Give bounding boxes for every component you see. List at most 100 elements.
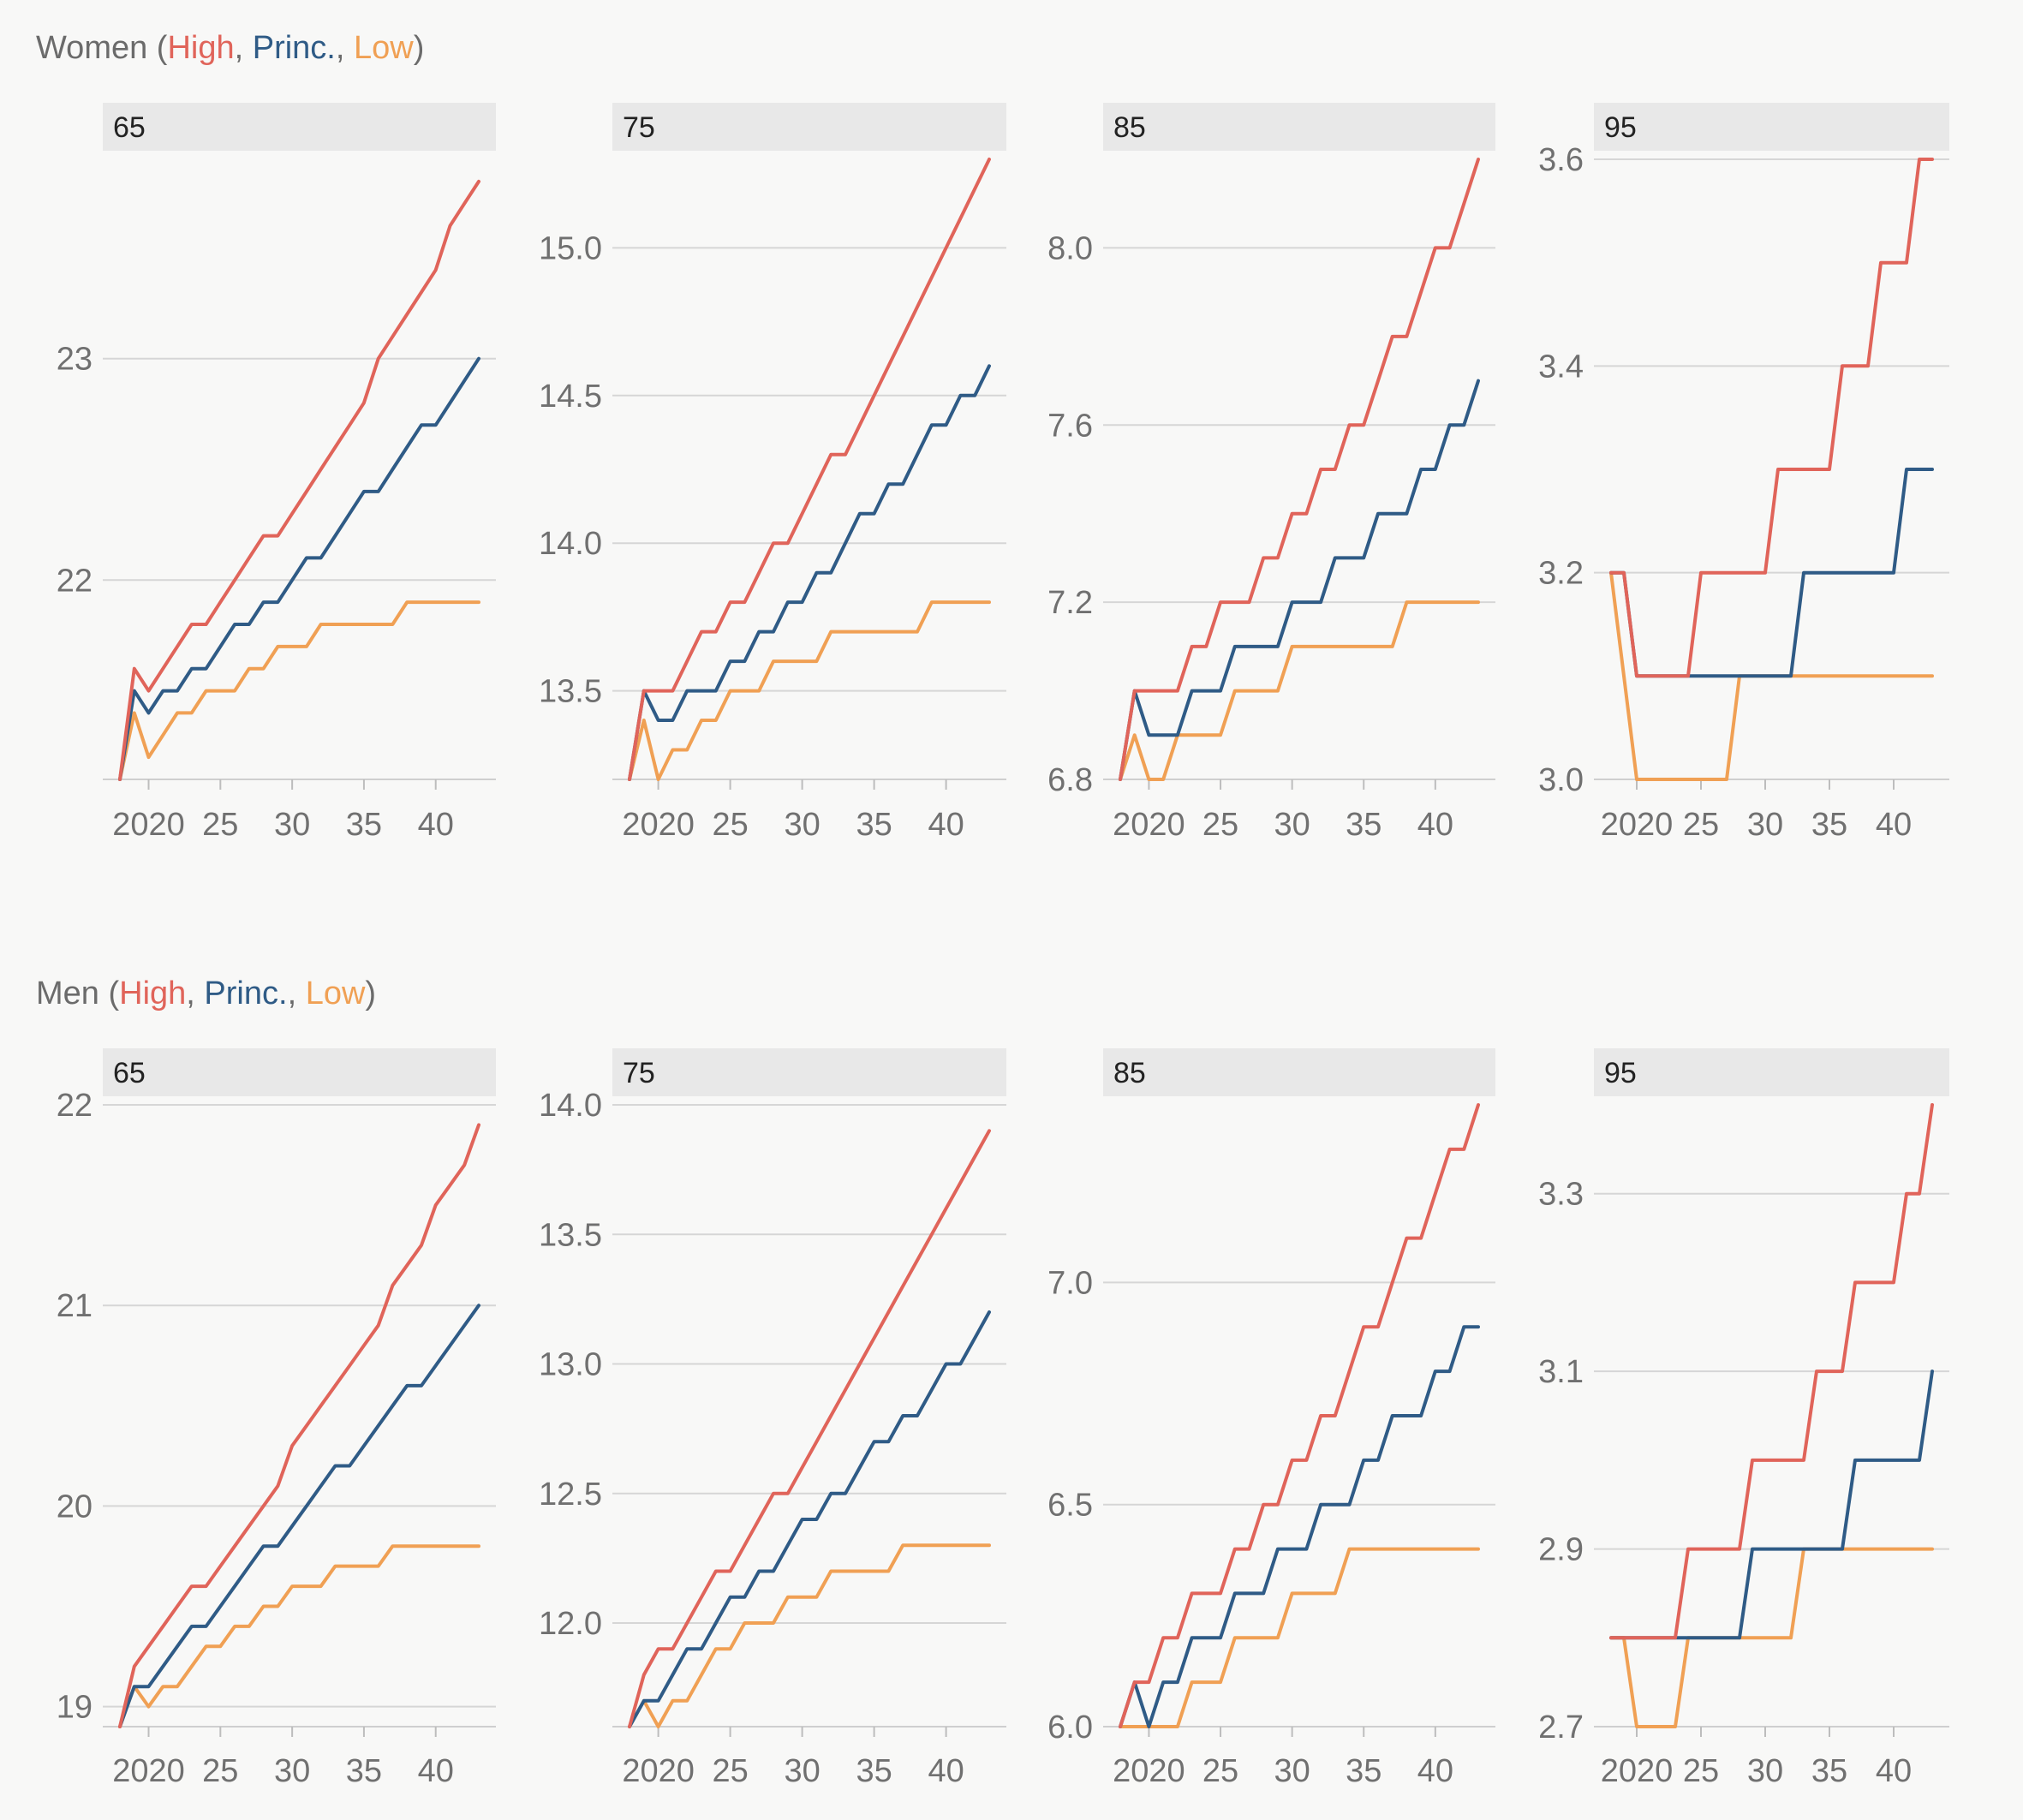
series-line-low xyxy=(1119,1547,1480,1728)
panel-strip-label: 75 xyxy=(623,111,655,144)
series-line-low xyxy=(118,600,480,781)
x-tick-label: 25 xyxy=(202,807,238,843)
series-line-principal xyxy=(1119,1325,1480,1728)
group-title-part: High xyxy=(167,30,234,66)
x-tick-label: 30 xyxy=(1747,807,1783,843)
x-tick-label: 2020 xyxy=(112,1753,185,1789)
x-tick-label: 25 xyxy=(712,1753,748,1789)
series-line-high xyxy=(1119,1103,1480,1728)
series-line-high xyxy=(118,1123,480,1728)
x-tick-label: 2020 xyxy=(112,807,185,843)
y-tick-label: 20 xyxy=(57,1489,92,1525)
panel-strip-label: 85 xyxy=(1113,111,1146,144)
series-line-low xyxy=(628,1543,991,1728)
series-line-high xyxy=(628,1129,991,1728)
x-tick-label: 30 xyxy=(784,807,820,843)
x-tick-label: 25 xyxy=(1683,807,1719,843)
y-tick-label: 22 xyxy=(57,1088,92,1124)
x-tick-label: 35 xyxy=(1811,807,1847,843)
x-tick-label: 25 xyxy=(712,807,748,843)
x-tick-label: 40 xyxy=(1876,807,1912,843)
y-tick-label: 3.0 xyxy=(1538,762,1584,798)
series-line-principal xyxy=(118,356,480,781)
y-tick-label: 2.7 xyxy=(1538,1710,1584,1745)
group-title-part: ) xyxy=(414,30,425,66)
x-tick-label: 2020 xyxy=(1601,807,1674,843)
panel-strip-label: 95 xyxy=(1604,111,1637,144)
x-tick-label: 40 xyxy=(418,807,454,843)
x-tick-label: 35 xyxy=(1811,1753,1847,1789)
y-tick-label: 6.5 xyxy=(1047,1488,1093,1524)
panel-strip-label: 65 xyxy=(113,1057,146,1089)
y-tick-label: 8.0 xyxy=(1047,230,1093,266)
series-line-high xyxy=(628,158,991,781)
group-title-part: Men ( xyxy=(36,976,119,1011)
series-line-low xyxy=(628,600,991,781)
group-title-part: Princ. xyxy=(253,30,336,66)
x-tick-label: 25 xyxy=(202,1753,238,1789)
series-line-high xyxy=(1609,1103,1934,1640)
panel-strip-label: 75 xyxy=(623,1057,655,1089)
group-title-part: , xyxy=(235,30,253,66)
panel-strip xyxy=(103,1048,496,1096)
group-title-part: , xyxy=(186,976,204,1011)
x-tick-label: 35 xyxy=(1346,1753,1381,1789)
series-line-low xyxy=(1119,600,1480,781)
x-tick-label: 40 xyxy=(1417,1753,1453,1789)
series-line-principal xyxy=(1119,379,1480,781)
panel-strip xyxy=(1594,103,1949,151)
group-title-part: High xyxy=(119,976,186,1011)
y-tick-label: 13.0 xyxy=(539,1347,602,1383)
x-tick-label: 35 xyxy=(346,1753,382,1789)
x-tick-label: 30 xyxy=(784,1753,820,1789)
y-tick-label: 3.3 xyxy=(1538,1177,1584,1213)
group-title-part: Princ. xyxy=(204,976,287,1011)
panel-strip xyxy=(1103,103,1495,151)
x-tick-label: 25 xyxy=(1202,807,1238,843)
panel-strip-label: 85 xyxy=(1113,1057,1146,1089)
y-tick-label: 14.0 xyxy=(539,526,602,562)
panel-strip xyxy=(103,103,496,151)
x-tick-label: 2020 xyxy=(622,1753,695,1789)
series-line-low xyxy=(1609,1547,1934,1728)
x-tick-label: 35 xyxy=(856,807,892,843)
series-line-high xyxy=(1609,158,1934,678)
x-tick-label: 2020 xyxy=(1601,1753,1674,1789)
y-tick-label: 15.0 xyxy=(539,230,602,266)
panel-strip xyxy=(612,103,1006,151)
x-tick-label: 35 xyxy=(346,807,382,843)
y-tick-label: 7.2 xyxy=(1047,585,1093,621)
group-title-part: ) xyxy=(365,976,376,1011)
x-tick-label: 2020 xyxy=(1113,807,1185,843)
series-line-principal xyxy=(118,1304,480,1728)
y-tick-label: 19 xyxy=(57,1690,92,1726)
y-tick-label: 2.9 xyxy=(1538,1532,1584,1568)
series-line-low xyxy=(118,1544,480,1728)
x-tick-label: 2020 xyxy=(622,807,695,843)
x-tick-label: 35 xyxy=(856,1753,892,1789)
y-tick-label: 23 xyxy=(57,342,92,378)
y-tick-label: 22 xyxy=(57,563,92,599)
y-tick-label: 3.4 xyxy=(1538,349,1584,385)
y-tick-label: 14.0 xyxy=(539,1088,602,1124)
panel-strip xyxy=(612,1048,1006,1096)
panel-strip-label: 65 xyxy=(113,111,146,144)
x-tick-label: 30 xyxy=(274,807,310,843)
series-line-principal xyxy=(1609,1369,1934,1640)
series-line-principal xyxy=(628,364,991,781)
x-tick-label: 40 xyxy=(418,1753,454,1789)
group-title-part: Low xyxy=(306,976,366,1011)
y-tick-label: 7.0 xyxy=(1047,1265,1093,1301)
x-tick-label: 25 xyxy=(1683,1753,1719,1789)
panel-strip xyxy=(1594,1048,1949,1096)
x-tick-label: 30 xyxy=(274,1753,310,1789)
y-tick-label: 3.2 xyxy=(1538,556,1584,592)
x-tick-label: 40 xyxy=(928,1753,964,1789)
x-tick-label: 25 xyxy=(1202,1753,1238,1789)
group-title: Women (High, Princ., Low) xyxy=(36,30,424,66)
y-tick-label: 6.8 xyxy=(1047,762,1093,798)
group-title-part: , xyxy=(288,976,306,1011)
y-tick-label: 12.5 xyxy=(539,1477,602,1513)
x-tick-label: 30 xyxy=(1274,807,1310,843)
y-tick-label: 3.1 xyxy=(1538,1354,1584,1390)
